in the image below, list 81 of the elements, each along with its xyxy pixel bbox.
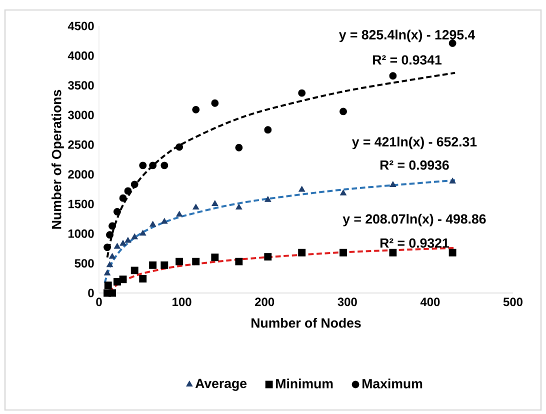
point	[108, 289, 116, 297]
x-tick-label: 100	[172, 298, 192, 306]
point	[448, 39, 456, 47]
point	[389, 72, 397, 80]
point	[176, 143, 184, 151]
point	[264, 196, 272, 202]
point	[235, 258, 243, 266]
point	[389, 248, 397, 256]
point	[449, 178, 456, 184]
point	[192, 258, 200, 266]
point	[124, 237, 132, 243]
point	[161, 218, 168, 224]
y-tick-label: 500	[74, 259, 94, 268]
point	[149, 261, 157, 269]
point	[119, 276, 127, 284]
point	[104, 244, 111, 252]
point	[130, 180, 138, 188]
y-tick-label: 3500	[68, 81, 94, 90]
y-tick-label: 4000	[68, 51, 94, 60]
y-axis-title: Number of Operations	[52, 90, 64, 229]
x-tick-label: 400	[420, 298, 440, 306]
point	[192, 204, 200, 210]
point	[114, 243, 120, 249]
point	[150, 221, 156, 227]
point	[235, 144, 243, 152]
x-tick-label: 300	[338, 298, 357, 306]
point	[108, 253, 116, 259]
point	[119, 194, 127, 202]
point	[211, 254, 219, 262]
point	[340, 190, 347, 196]
point	[298, 248, 306, 256]
point	[448, 248, 456, 256]
point	[160, 162, 168, 170]
annotation: y = 825.4ln(x) - 1295.4	[339, 30, 476, 42]
point	[298, 89, 306, 97]
y-tick-label: 0	[88, 288, 94, 298]
point	[340, 108, 347, 116]
x-tick-label: 0	[96, 298, 102, 306]
x-axis-title: Number of Nodes	[252, 318, 361, 328]
x-tick-label: 200	[255, 298, 274, 306]
point	[212, 200, 218, 206]
point	[120, 240, 126, 246]
point	[114, 208, 121, 216]
point	[140, 230, 146, 236]
point	[236, 204, 242, 210]
point	[264, 126, 272, 134]
point	[176, 258, 184, 266]
annotation: R² = 0.9936	[380, 160, 449, 170]
point	[130, 266, 138, 274]
y-tick-label: 4500	[68, 22, 94, 30]
y-tick-label: 1000	[68, 229, 94, 238]
point	[106, 231, 114, 239]
annotation: y = 421ln(x) - 652.31	[352, 136, 477, 150]
point	[106, 261, 114, 268]
point	[149, 162, 157, 170]
point	[176, 210, 183, 217]
point	[139, 162, 147, 170]
legend-label: Average	[195, 378, 247, 391]
point	[104, 282, 112, 290]
y-tick-label: 1500	[68, 200, 94, 208]
point	[192, 106, 200, 114]
y-tick-label: 2500	[68, 140, 94, 149]
point	[298, 186, 306, 192]
y-tick-label: 2000	[68, 170, 94, 179]
point	[104, 270, 111, 276]
point	[390, 181, 396, 188]
point	[160, 261, 168, 269]
point	[340, 248, 347, 256]
point	[211, 99, 219, 107]
annotation: R² = 0.9341	[373, 55, 442, 65]
point	[139, 275, 147, 282]
point	[108, 222, 116, 230]
y-tick-label: 3000	[68, 110, 94, 120]
annotation: y = 208.07ln(x) - 498.86	[342, 214, 486, 226]
point	[264, 253, 272, 261]
legend-label: Maximum	[362, 378, 422, 388]
point	[124, 187, 132, 195]
point	[131, 234, 138, 240]
annotation: R² = 0.9321	[380, 238, 449, 248]
legend-label: Minimum	[276, 378, 333, 388]
x-tick-label: 500	[503, 298, 522, 306]
